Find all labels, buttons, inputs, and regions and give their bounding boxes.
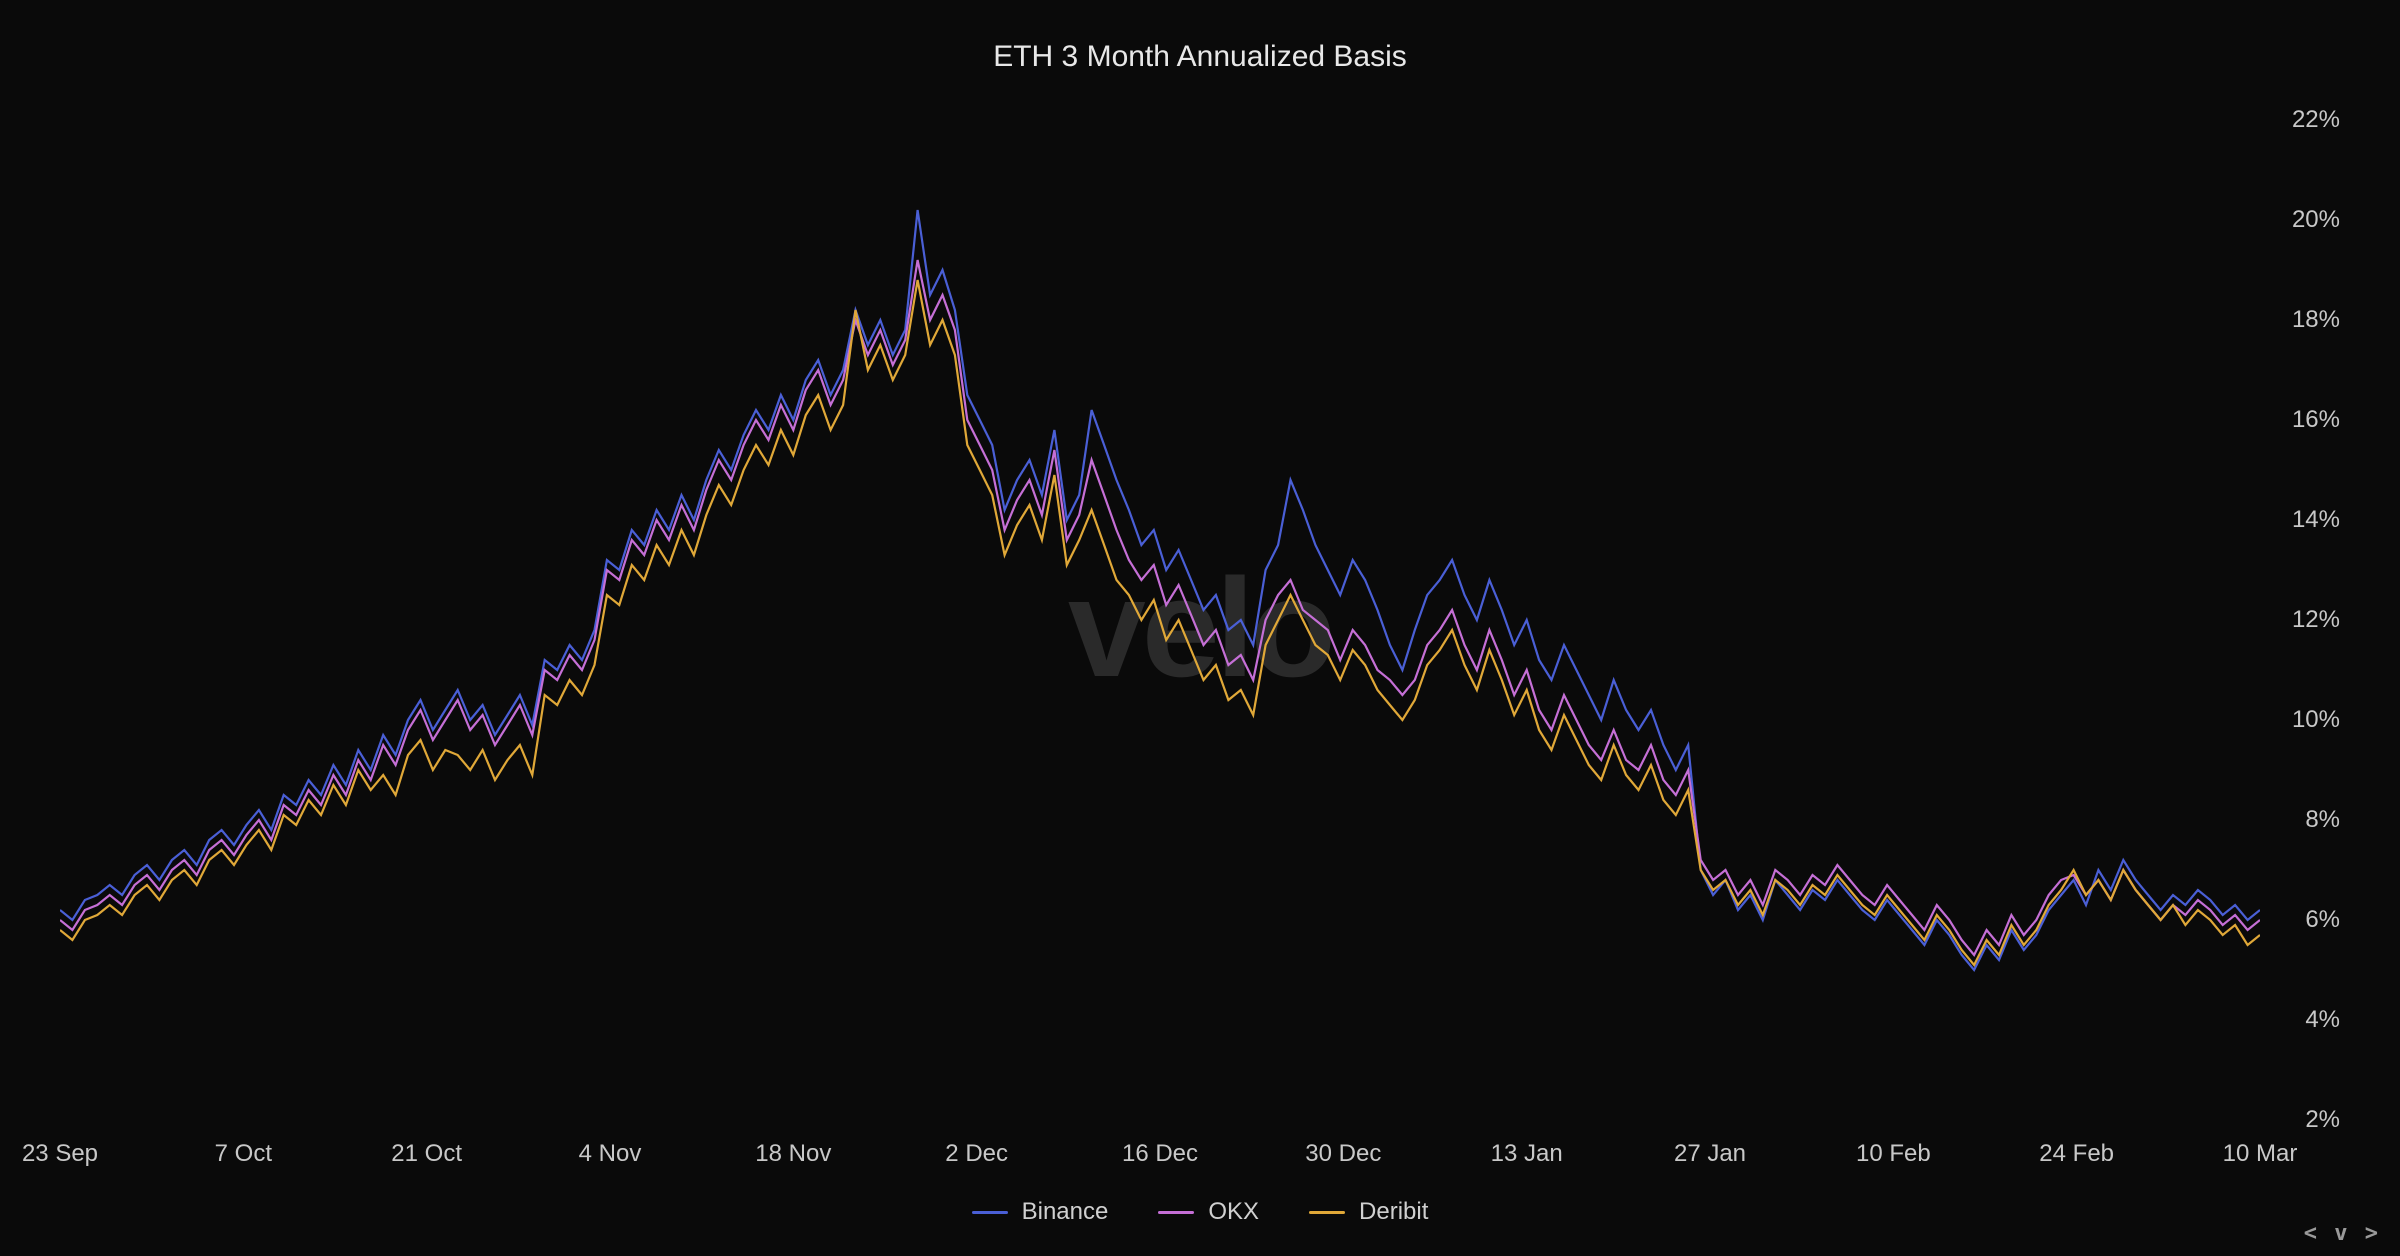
legend-swatch	[1309, 1211, 1345, 1214]
x-tick-label: 10 Feb	[1856, 1140, 1931, 1168]
series-line-deribit	[60, 280, 2260, 965]
legend-item-okx[interactable]: OKX	[1158, 1198, 1259, 1226]
x-tick-label: 30 Dec	[1305, 1140, 1381, 1168]
legend-swatch	[972, 1211, 1008, 1214]
x-tick-label: 10 Mar	[2223, 1140, 2298, 1168]
x-axis-ticks: 23 Sep7 Oct21 Oct4 Nov18 Nov2 Dec16 Dec3…	[60, 1140, 2260, 1180]
chart-svg	[60, 120, 2260, 1120]
x-tick-label: 4 Nov	[579, 1140, 642, 1168]
x-tick-label: 16 Dec	[1122, 1140, 1198, 1168]
x-tick-label: 13 Jan	[1491, 1140, 1563, 1168]
y-tick-label: 2%	[2305, 1106, 2340, 1134]
y-tick-label: 6%	[2305, 906, 2340, 934]
x-tick-label: 24 Feb	[2039, 1140, 2114, 1168]
x-tick-label: 21 Oct	[391, 1140, 462, 1168]
chart-container: ETH 3 Month Annualized Basis velo 2%4%6%…	[0, 0, 2400, 1256]
legend-label: OKX	[1208, 1198, 1259, 1226]
y-tick-label: 22%	[2292, 106, 2340, 134]
brand-mark: < v >	[2304, 1221, 2380, 1246]
y-tick-label: 14%	[2292, 506, 2340, 534]
legend: Binance OKX Deribit	[0, 1198, 2400, 1226]
x-tick-label: 7 Oct	[215, 1140, 272, 1168]
series-line-binance	[60, 210, 2260, 970]
x-tick-label: 27 Jan	[1674, 1140, 1746, 1168]
legend-item-deribit[interactable]: Deribit	[1309, 1198, 1428, 1226]
y-axis-ticks: 2%4%6%8%10%12%14%16%18%20%22%	[2270, 120, 2340, 1120]
legend-label: Deribit	[1359, 1198, 1428, 1226]
series-line-okx	[60, 260, 2260, 955]
chart-title: ETH 3 Month Annualized Basis	[0, 40, 2400, 74]
legend-item-binance[interactable]: Binance	[972, 1198, 1109, 1226]
y-tick-label: 8%	[2305, 806, 2340, 834]
y-tick-label: 10%	[2292, 706, 2340, 734]
y-tick-label: 20%	[2292, 206, 2340, 234]
x-tick-label: 2 Dec	[945, 1140, 1008, 1168]
x-tick-label: 23 Sep	[22, 1140, 98, 1168]
legend-label: Binance	[1022, 1198, 1109, 1226]
plot-area	[60, 120, 2260, 1120]
y-tick-label: 18%	[2292, 306, 2340, 334]
x-tick-label: 18 Nov	[755, 1140, 831, 1168]
y-tick-label: 16%	[2292, 406, 2340, 434]
legend-swatch	[1158, 1211, 1194, 1214]
y-tick-label: 4%	[2305, 1006, 2340, 1034]
y-tick-label: 12%	[2292, 606, 2340, 634]
